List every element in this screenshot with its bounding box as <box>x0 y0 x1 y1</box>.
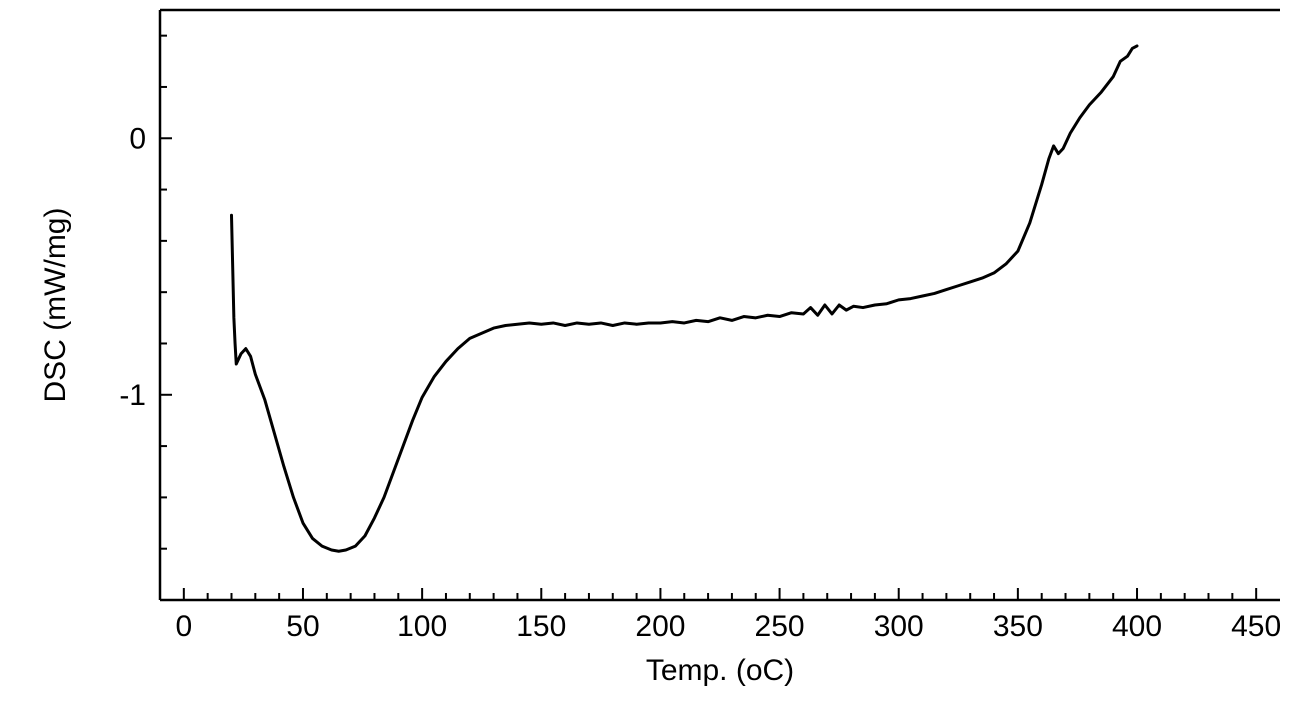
dsc-chart: 0 50 100 150 200 250 300 350 400 450 -1 0 Temp. (oC)… <box>0 0 1311 710</box>
x-tick-label: 450 <box>1231 610 1281 643</box>
x-tick-label: 150 <box>516 610 566 643</box>
x-tick-label: 300 <box>874 610 924 643</box>
x-tick-label: 50 <box>286 610 319 643</box>
x-tick-label: 100 <box>397 610 447 643</box>
x-axis-label: Temp. (oC) <box>646 654 794 687</box>
y-tick-label: -1 <box>119 379 146 412</box>
x-tick-label: 200 <box>635 610 685 643</box>
x-tick-label: 400 <box>1112 610 1162 643</box>
x-tick-label: 0 <box>175 610 192 643</box>
y-tick-label: 0 <box>129 122 146 155</box>
chart-svg: 0 50 100 150 200 250 300 350 400 450 -1 0 Temp. (oC)… <box>0 0 1311 710</box>
dsc-curve <box>231 46 1137 551</box>
y-axis-label: DSC (mW/mg) <box>39 208 72 403</box>
x-tick-label: 350 <box>993 610 1043 643</box>
x-tick-label: 250 <box>755 610 805 643</box>
